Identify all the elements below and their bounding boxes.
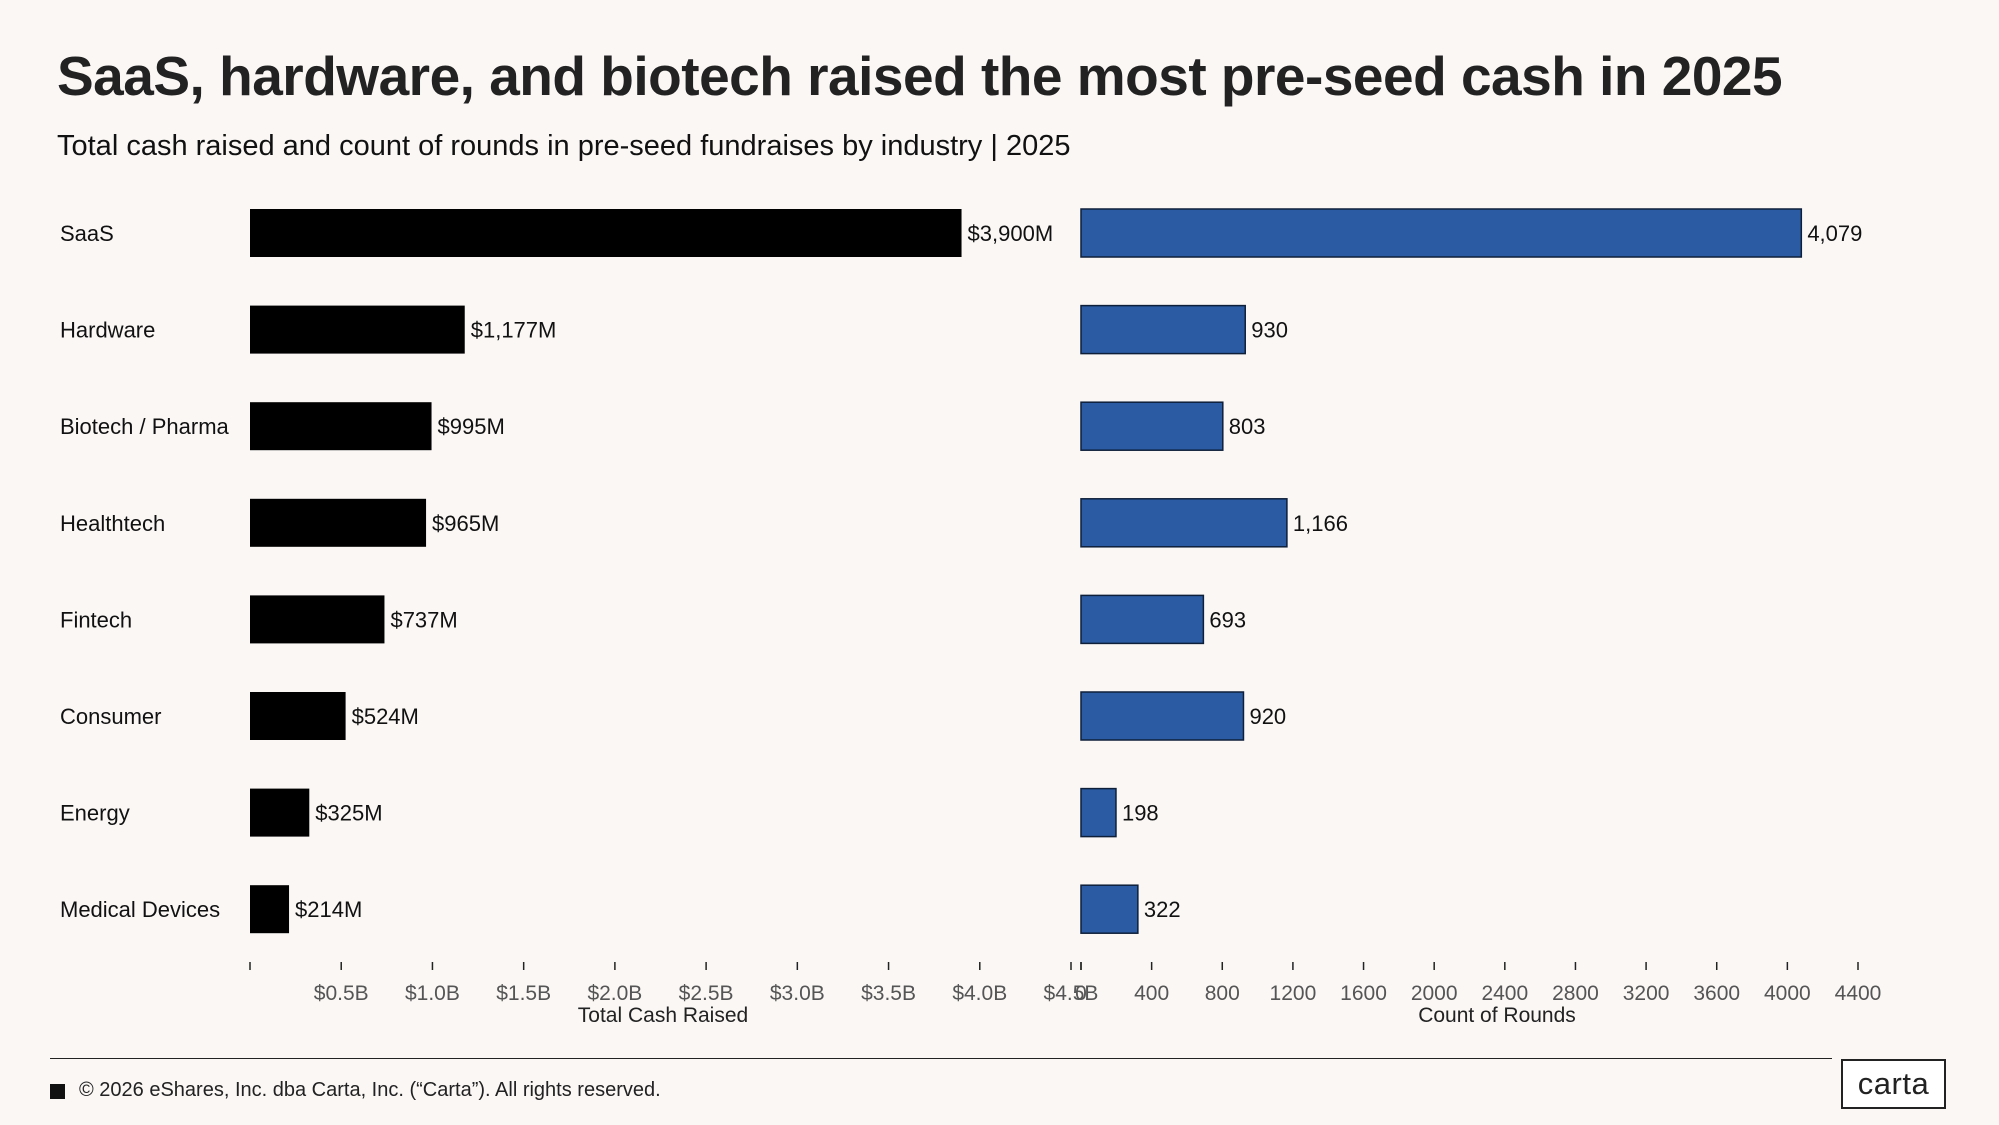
rounds-bar [1080,594,1205,645]
chart-title: SaaS, hardware, and biotech raised the m… [57,45,1783,107]
category-label: Fintech [60,607,132,632]
category-label: Energy [60,801,130,826]
category-label: Biotech / Pharma [60,414,230,439]
category-label: Healthtech [60,511,165,536]
cash-value-label: $965M [432,511,499,536]
cash-value-label: $3,900M [968,221,1054,246]
rounds-bar [1080,401,1224,451]
x-tick-label: $0.5B [314,982,369,1005]
x-axis-title-cash: Total Cash Raised [578,1004,748,1027]
x-tick-label: $3.5B [861,982,916,1005]
x-tick-label: $3.0B [770,982,825,1005]
x-tick-label: 400 [1134,982,1169,1005]
cash-value-label: $214M [295,897,362,922]
footer-square-icon [50,1084,65,1099]
x-tick-label: 4400 [1835,982,1882,1005]
cash-bar [250,305,465,354]
x-tick-label: 2000 [1411,982,1458,1005]
x-tick-label: $4.0B [952,982,1007,1005]
cash-value-label: $524M [352,704,419,729]
x-tick-label: 800 [1205,982,1240,1005]
chart-subtitle: Total cash raised and count of rounds in… [57,130,1071,162]
rounds-bar [1080,304,1246,355]
rounds-value-label: 4,079 [1807,221,1862,246]
category-label: SaaS [60,221,114,246]
cash-value-label: $995M [438,414,505,439]
footer-copyright: © 2026 eShares, Inc. dba Carta, Inc. (“C… [79,1079,661,1101]
category-label: Medical Devices [60,897,220,922]
rounds-value-label: 930 [1251,318,1288,343]
x-tick-label: $2.0B [587,982,642,1005]
rounds-value-label: 1,166 [1293,511,1348,536]
cash-bar [250,885,290,934]
rounds-bar [1080,691,1245,741]
x-tick-label: 3200 [1623,982,1670,1005]
x-tick-label: $2.5B [679,982,734,1005]
x-tick-label: 0 [1075,982,1087,1005]
x-tick-label: 1600 [1340,982,1387,1005]
cash-bar [250,692,346,740]
rounds-value-label: 198 [1122,801,1159,826]
cash-value-label: $325M [315,801,382,826]
cash-value-label: $1,177M [471,318,557,343]
x-tick-label: $1.0B [405,982,460,1005]
rounds-value-label: 693 [1209,607,1246,632]
x-tick-label: 2800 [1552,982,1599,1005]
x-tick-label: 4000 [1764,982,1811,1005]
x-tick-label: 2400 [1481,982,1528,1005]
x-tick-label: 1200 [1270,982,1317,1005]
x-tick-label: 3600 [1693,982,1740,1005]
footer-divider [50,1058,1832,1059]
x-tick-label: $4.5B [1044,982,1099,1005]
carta-logo: carta [1841,1059,1946,1109]
logo-text: carta [1857,1066,1930,1101]
rounds-bar [1080,498,1288,548]
rounds-value-label: 920 [1249,704,1286,729]
cash-bar [250,402,432,451]
rounds-bar [1080,884,1139,934]
category-label: Consumer [60,704,161,729]
cash-bar [250,209,962,257]
rounds-value-label: 803 [1229,414,1266,439]
rounds-bar [1080,208,1803,258]
rounds-bar [1080,787,1117,838]
cash-bar [250,498,427,547]
x-tick-label: $1.5B [496,982,551,1005]
cash-bar [250,595,385,644]
cash-bar [250,788,310,837]
rounds-value-label: 322 [1144,897,1181,922]
cash-value-label: $737M [390,607,457,632]
x-axis-title-rounds: Count of Rounds [1418,1004,1576,1027]
category-label: Hardware [60,318,155,343]
